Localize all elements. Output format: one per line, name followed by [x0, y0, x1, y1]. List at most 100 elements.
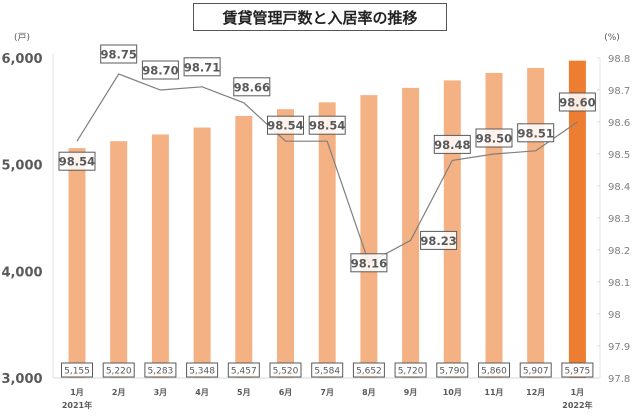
right-axis-tick-label: 98.6 — [608, 118, 630, 129]
units-data-label-box — [186, 362, 219, 378]
x-axis-tick-label: 2月 — [112, 388, 126, 397]
occupancy-data-label: 98.50 — [476, 132, 512, 146]
occupancy-data-label: 98.23 — [420, 234, 456, 248]
bar — [318, 102, 336, 378]
units-data-label-box — [269, 362, 302, 378]
units-data-label-box — [394, 362, 427, 378]
bar — [277, 109, 294, 378]
occupancy-data-label-box — [517, 123, 555, 143]
occupancy-data-label-box — [141, 60, 179, 80]
units-data-label: 5,220 — [106, 367, 132, 377]
x-axis-year-label: 2021年 — [62, 400, 92, 410]
x-axis-tick-label: 10月 — [443, 388, 462, 397]
units-data-label-box — [61, 362, 93, 378]
occupancy-data-label-box — [420, 230, 458, 250]
x-axis-tick-label: 3月 — [154, 388, 168, 397]
units-data-label-box — [561, 362, 594, 378]
units-data-label: 5,520 — [273, 367, 299, 377]
right-axis-tick-label: 98.5 — [608, 150, 630, 161]
occupancy-data-label-box — [475, 128, 513, 148]
units-data-label: 5,790 — [439, 367, 465, 377]
occupancy-data-label-box — [308, 115, 346, 135]
left-axis-tick-label: 3,000 — [1, 372, 42, 387]
x-axis-tick-label: 1月 — [571, 388, 585, 397]
occupancy-data-label: 98.70 — [142, 64, 178, 78]
occupancy-data-label: 98.75 — [101, 48, 137, 62]
occupancy-data-label: 98.48 — [434, 138, 470, 152]
occupancy-data-label-box — [433, 134, 471, 154]
bar — [402, 87, 420, 378]
right-axis-unit: (%) — [604, 33, 620, 43]
right-axis-tick-label: 97.9 — [608, 342, 630, 353]
units-data-label: 5,457 — [231, 367, 257, 377]
occupancy-line — [76, 73, 578, 264]
bar — [193, 127, 211, 379]
occupancy-data-label: 98.54 — [59, 155, 95, 169]
occupancy-data-label-box — [100, 44, 138, 64]
bar — [235, 115, 253, 379]
right-axis-tick-label: 98.1 — [608, 278, 630, 289]
occupancy-data-label-box — [350, 253, 388, 273]
occupancy-data-label-box — [183, 57, 221, 77]
units-data-label: 5,584 — [314, 367, 340, 377]
units-data-label-box — [144, 362, 177, 378]
units-data-label: 5,907 — [523, 367, 549, 377]
units-data-label-box — [519, 362, 552, 378]
x-axis-tick-label: 11月 — [484, 388, 503, 397]
right-axis-tick-label: 98.8 — [608, 54, 630, 65]
occupancy-data-label: 98.16 — [351, 256, 387, 270]
occupancy-data-label: 98.54 — [309, 119, 345, 133]
occupancy-data-label: 98.71 — [184, 60, 220, 74]
x-axis-tick-label: 8月 — [362, 388, 376, 397]
right-axis-tick-label: 98.3 — [608, 214, 630, 225]
units-data-label-box — [436, 362, 469, 378]
x-axis-tick-label: 5月 — [237, 388, 251, 397]
units-data-label-box — [352, 362, 385, 378]
bar — [527, 67, 545, 379]
units-data-label-box — [227, 362, 260, 378]
units-data-label-box — [311, 362, 344, 378]
occupancy-data-label-box — [267, 115, 304, 135]
left-axis-tick-label: 6,000 — [1, 52, 42, 67]
units-data-label: 5,283 — [148, 367, 174, 377]
units-data-label: 5,155 — [64, 367, 90, 377]
right-axis-tick-label: 98 — [608, 310, 621, 321]
units-data-label-box — [102, 362, 135, 378]
units-data-label: 5,720 — [398, 367, 424, 377]
x-axis-tick-label: 12月 — [526, 388, 545, 397]
occupancy-data-label-box — [558, 92, 596, 112]
x-axis-tick-label: 9月 — [404, 388, 418, 397]
occupancy-data-label: 98.54 — [267, 119, 303, 133]
occupancy-data-label: 98.51 — [518, 126, 554, 140]
occupancy-data-label: 98.66 — [234, 80, 270, 94]
bar — [110, 141, 128, 378]
units-data-label-box — [478, 362, 510, 378]
units-data-label: 5,348 — [189, 367, 215, 377]
x-axis-tick-label: 1月 — [70, 388, 84, 397]
units-data-label: 5,860 — [481, 367, 507, 377]
x-axis-tick-label: 4月 — [195, 388, 209, 397]
bar — [568, 60, 586, 379]
chart-title: 賃貸管理戸数と入居率の推移 — [193, 3, 447, 31]
bar — [443, 80, 461, 379]
right-axis-tick-label: 98.4 — [608, 182, 630, 193]
x-axis-year-label: 2022年 — [562, 400, 592, 410]
occupancy-data-label-box — [58, 151, 96, 171]
left-axis-tick-label: 4,000 — [1, 265, 42, 280]
right-axis-tick-label: 97.8 — [608, 374, 630, 385]
units-data-label: 5,652 — [356, 367, 382, 377]
occupancy-data-label-box — [233, 77, 271, 97]
right-axis-tick-label: 98.2 — [608, 246, 630, 257]
right-axis-tick-label: 98.7 — [608, 86, 630, 97]
x-axis-tick-label: 6月 — [279, 388, 293, 397]
units-data-label: 5,975 — [565, 367, 591, 377]
occupancy-data-label: 98.60 — [559, 96, 595, 110]
x-axis-tick-label: 7月 — [320, 388, 334, 397]
bar — [68, 148, 86, 378]
bar — [485, 72, 503, 378]
left-axis-tick-label: 5,000 — [1, 159, 42, 174]
bar — [151, 134, 169, 378]
bar — [360, 95, 378, 379]
left-axis-unit: (戸) — [14, 32, 30, 43]
